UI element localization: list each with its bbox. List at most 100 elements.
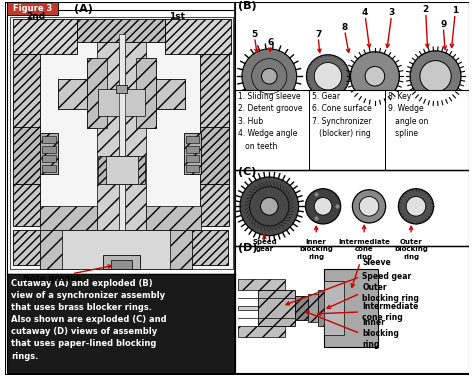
Bar	[58, 79, 185, 109]
Text: Speed gear: Speed gear	[362, 272, 411, 281]
Bar	[318, 290, 328, 326]
Bar	[235, 90, 469, 170]
Bar	[106, 157, 138, 184]
Bar	[238, 306, 336, 310]
Text: 7: 7	[315, 30, 321, 39]
Bar	[13, 230, 228, 265]
Bar	[97, 34, 118, 230]
Text: Sleeve: Sleeve	[362, 258, 391, 267]
Bar	[309, 295, 318, 322]
Text: 5. Gear
6. Cone surface
7. Synchronizer
   (blocker) ring: 5. Gear 6. Cone surface 7. Synchronizer …	[312, 92, 372, 138]
Bar	[13, 19, 77, 54]
Bar	[10, 17, 233, 269]
Bar	[200, 184, 229, 226]
Bar	[238, 326, 285, 338]
Circle shape	[365, 66, 385, 86]
Bar	[7, 2, 58, 14]
Circle shape	[352, 190, 386, 223]
Text: Intermediate
cone
ring: Intermediate cone ring	[338, 239, 390, 259]
Bar	[40, 230, 192, 269]
Circle shape	[406, 197, 426, 216]
Circle shape	[305, 189, 341, 224]
Bar	[186, 155, 199, 162]
Text: Speed
gear: Speed gear	[252, 239, 277, 252]
Bar	[42, 146, 56, 152]
Bar	[87, 58, 107, 128]
Bar	[235, 247, 469, 373]
Circle shape	[262, 69, 277, 84]
Bar	[103, 255, 140, 269]
Bar	[13, 127, 40, 184]
Bar	[42, 165, 56, 172]
Bar	[324, 281, 344, 335]
Text: 1st: 1st	[169, 12, 185, 21]
Bar	[136, 58, 156, 128]
Bar	[13, 184, 40, 226]
Bar	[200, 54, 229, 128]
Bar	[42, 155, 56, 162]
Bar	[295, 296, 309, 320]
Circle shape	[398, 189, 434, 224]
Text: Outer
blocking
ring: Outer blocking ring	[394, 239, 428, 259]
Circle shape	[410, 51, 461, 102]
Bar	[77, 19, 164, 42]
Bar	[98, 157, 145, 184]
Text: (C): (C)	[238, 167, 256, 177]
Text: 5: 5	[252, 30, 258, 39]
Bar	[40, 230, 62, 269]
Bar	[40, 133, 58, 174]
Bar	[116, 85, 128, 93]
Text: 3: 3	[388, 8, 395, 17]
Text: 1. Sliding sleeve
2. Detent groove
3. Hub
4. Wedge angle
   on teeth: 1. Sliding sleeve 2. Detent groove 3. Hu…	[238, 92, 302, 151]
Bar	[98, 89, 145, 116]
Text: Cutaway (A) and exploded (B)
view of a synchronizer assembly
that uses brass blo: Cutaway (A) and exploded (B) view of a s…	[11, 279, 167, 360]
Circle shape	[314, 62, 342, 90]
Bar	[58, 79, 87, 109]
Circle shape	[350, 52, 400, 101]
Text: (B): (B)	[238, 1, 256, 11]
Bar	[171, 230, 192, 269]
Bar	[111, 260, 132, 269]
Bar	[257, 290, 295, 326]
Bar	[87, 58, 156, 128]
Bar	[118, 34, 125, 230]
Text: Inner
blocking
ring: Inner blocking ring	[362, 318, 399, 349]
Bar	[324, 269, 378, 347]
Text: Outer
blocking ring: Outer blocking ring	[362, 283, 419, 303]
Bar	[186, 146, 199, 152]
Bar	[186, 136, 199, 143]
Bar	[125, 34, 146, 230]
Text: (A): (A)	[74, 4, 93, 14]
Bar	[235, 2, 469, 170]
Text: Intermediate
cone ring: Intermediate cone ring	[362, 302, 419, 322]
Circle shape	[261, 197, 278, 215]
Bar	[164, 19, 231, 54]
Bar	[13, 54, 40, 128]
Text: Inner
blocking
ring: Inner blocking ring	[299, 239, 333, 259]
Text: 1: 1	[452, 6, 458, 15]
Circle shape	[314, 197, 332, 215]
Circle shape	[307, 55, 349, 98]
Text: 8: 8	[341, 23, 348, 32]
Text: 9: 9	[440, 20, 447, 29]
Bar	[235, 170, 469, 247]
Bar	[238, 279, 285, 290]
Bar	[156, 79, 185, 109]
Text: Figure 3: Figure 3	[13, 4, 52, 13]
Bar	[42, 136, 56, 143]
Bar	[186, 165, 199, 172]
Circle shape	[240, 177, 299, 236]
Bar	[7, 10, 235, 274]
Text: (D): (D)	[238, 243, 257, 253]
Text: 2: 2	[423, 5, 429, 14]
Text: 2nd: 2nd	[27, 12, 46, 21]
Bar	[146, 207, 201, 230]
Bar	[40, 207, 97, 230]
Bar	[184, 133, 201, 174]
Text: Note groove: Note groove	[23, 274, 82, 283]
Circle shape	[242, 49, 297, 104]
Bar	[200, 127, 229, 184]
Text: 6: 6	[267, 37, 273, 46]
Circle shape	[359, 197, 379, 216]
Circle shape	[420, 61, 451, 92]
